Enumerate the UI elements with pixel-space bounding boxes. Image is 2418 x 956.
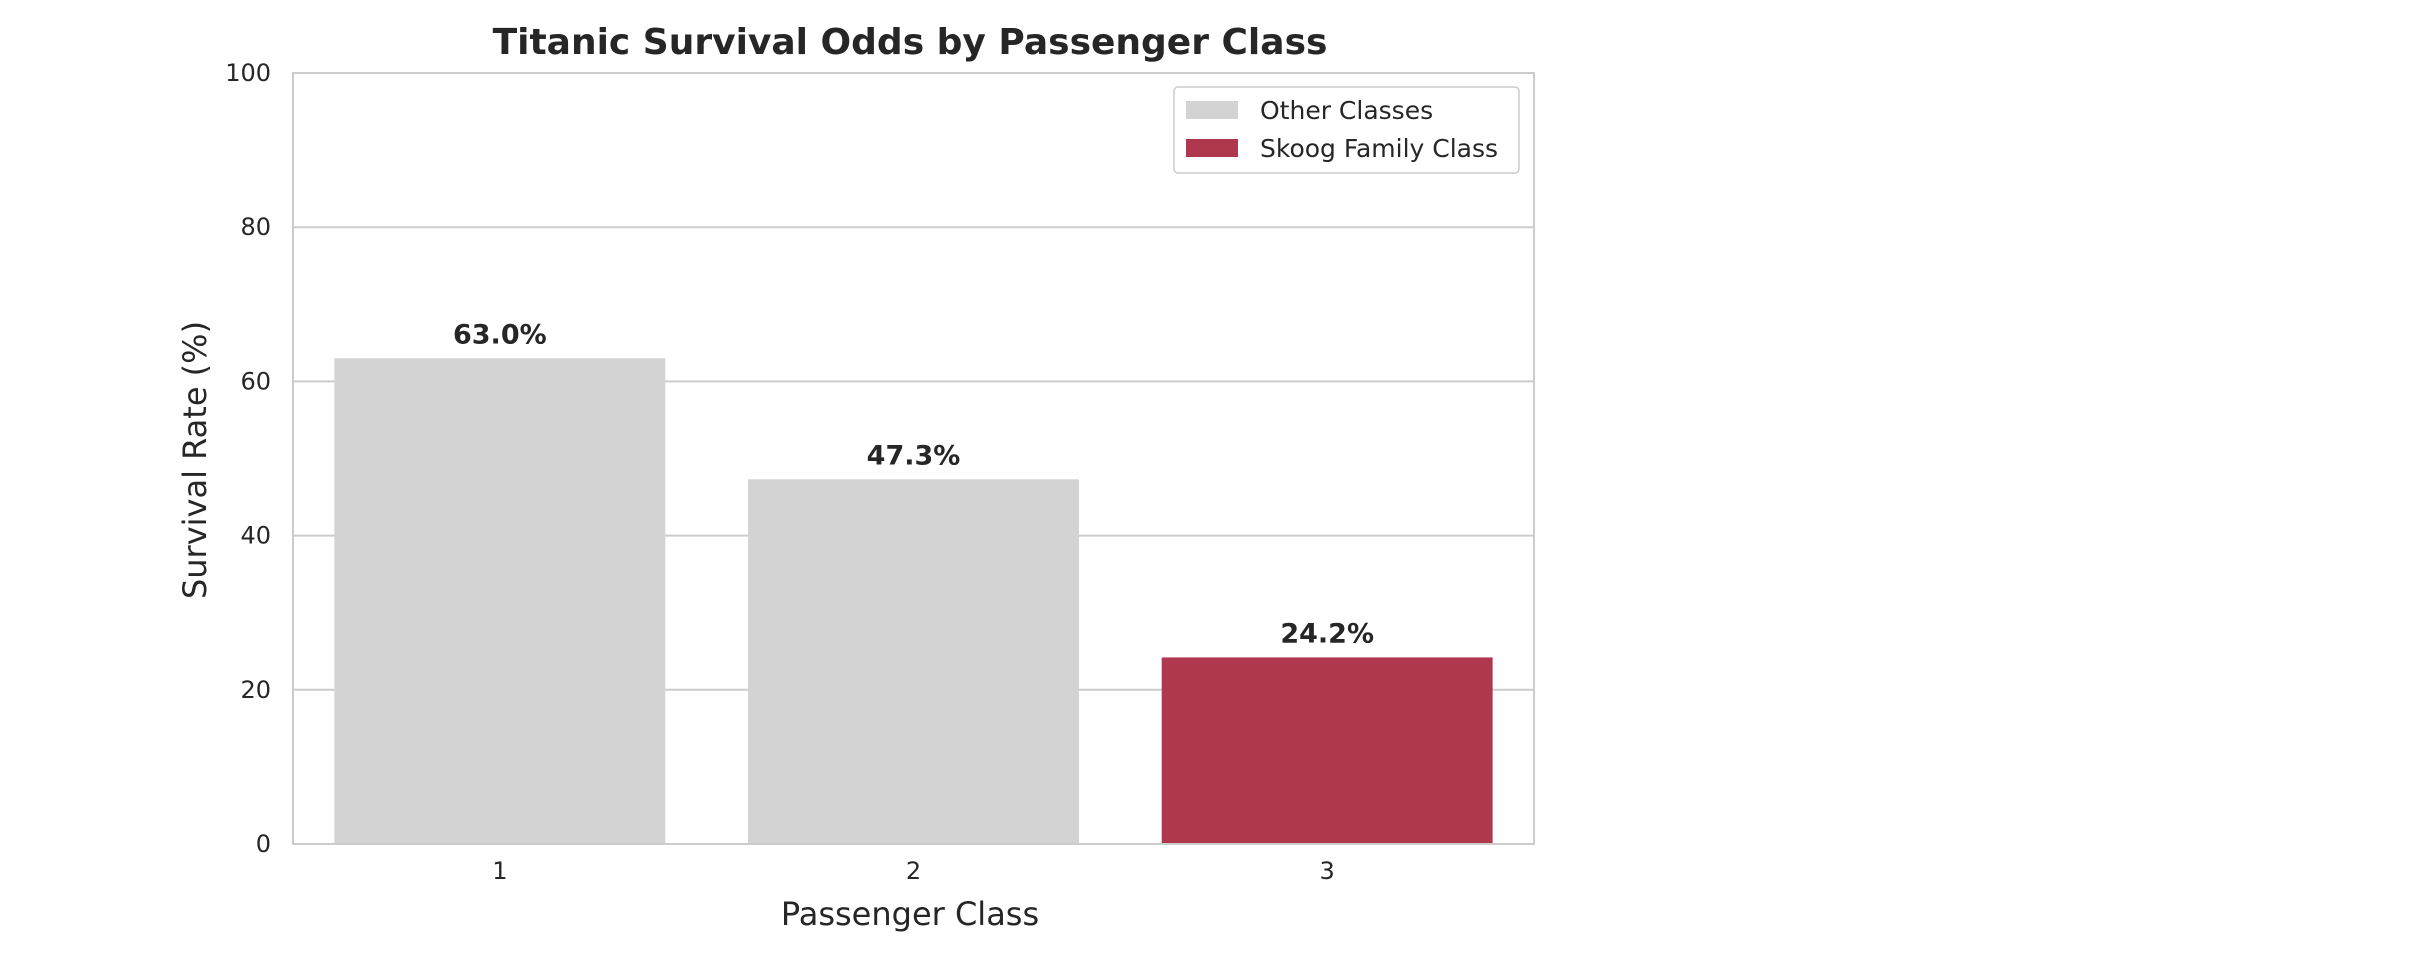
bars <box>334 358 1493 844</box>
y-tick-label: 100 <box>225 59 271 87</box>
x-axis-label: Passenger Class <box>781 895 1039 933</box>
y-axis-label: Survival Rate (%) <box>176 321 214 599</box>
data-label-class-2: 47.3% <box>867 440 961 471</box>
legend-swatch-other-classes <box>1186 101 1238 119</box>
y-tick-label: 80 <box>240 213 271 241</box>
legend-label-skoog-family-class: Skoog Family Class <box>1260 134 1498 163</box>
x-tick-label: 3 <box>1320 857 1335 885</box>
x-tick-label: 2 <box>906 857 921 885</box>
y-tick-labels: 0 20 40 60 80 100 <box>225 59 271 858</box>
data-label-class-1: 63.0% <box>453 319 547 350</box>
bar-class-1 <box>334 358 666 844</box>
chart-title: Titanic Survival Odds by Passenger Class <box>493 22 1328 63</box>
data-labels: 63.0% 47.3% 24.2% <box>453 319 1374 649</box>
legend-box <box>1173 86 1520 174</box>
plot-frame <box>292 72 1535 845</box>
legend-swatch-skoog-family-class <box>1186 139 1238 157</box>
data-label-class-3: 24.2% <box>1280 618 1374 649</box>
y-tick-label: 0 <box>256 830 271 858</box>
legend-label-other-classes: Other Classes <box>1260 96 1433 125</box>
legend: Other Classes Skoog Family Class <box>1173 86 1520 174</box>
y-tick-label: 60 <box>240 367 271 395</box>
x-tick-labels: 1 2 3 <box>492 857 1335 885</box>
y-tick-label: 20 <box>240 676 271 704</box>
x-tick-label: 1 <box>492 857 507 885</box>
y-tick-label: 40 <box>240 522 271 550</box>
bar-class-3 <box>1161 657 1493 844</box>
bar-class-2 <box>748 479 1079 844</box>
